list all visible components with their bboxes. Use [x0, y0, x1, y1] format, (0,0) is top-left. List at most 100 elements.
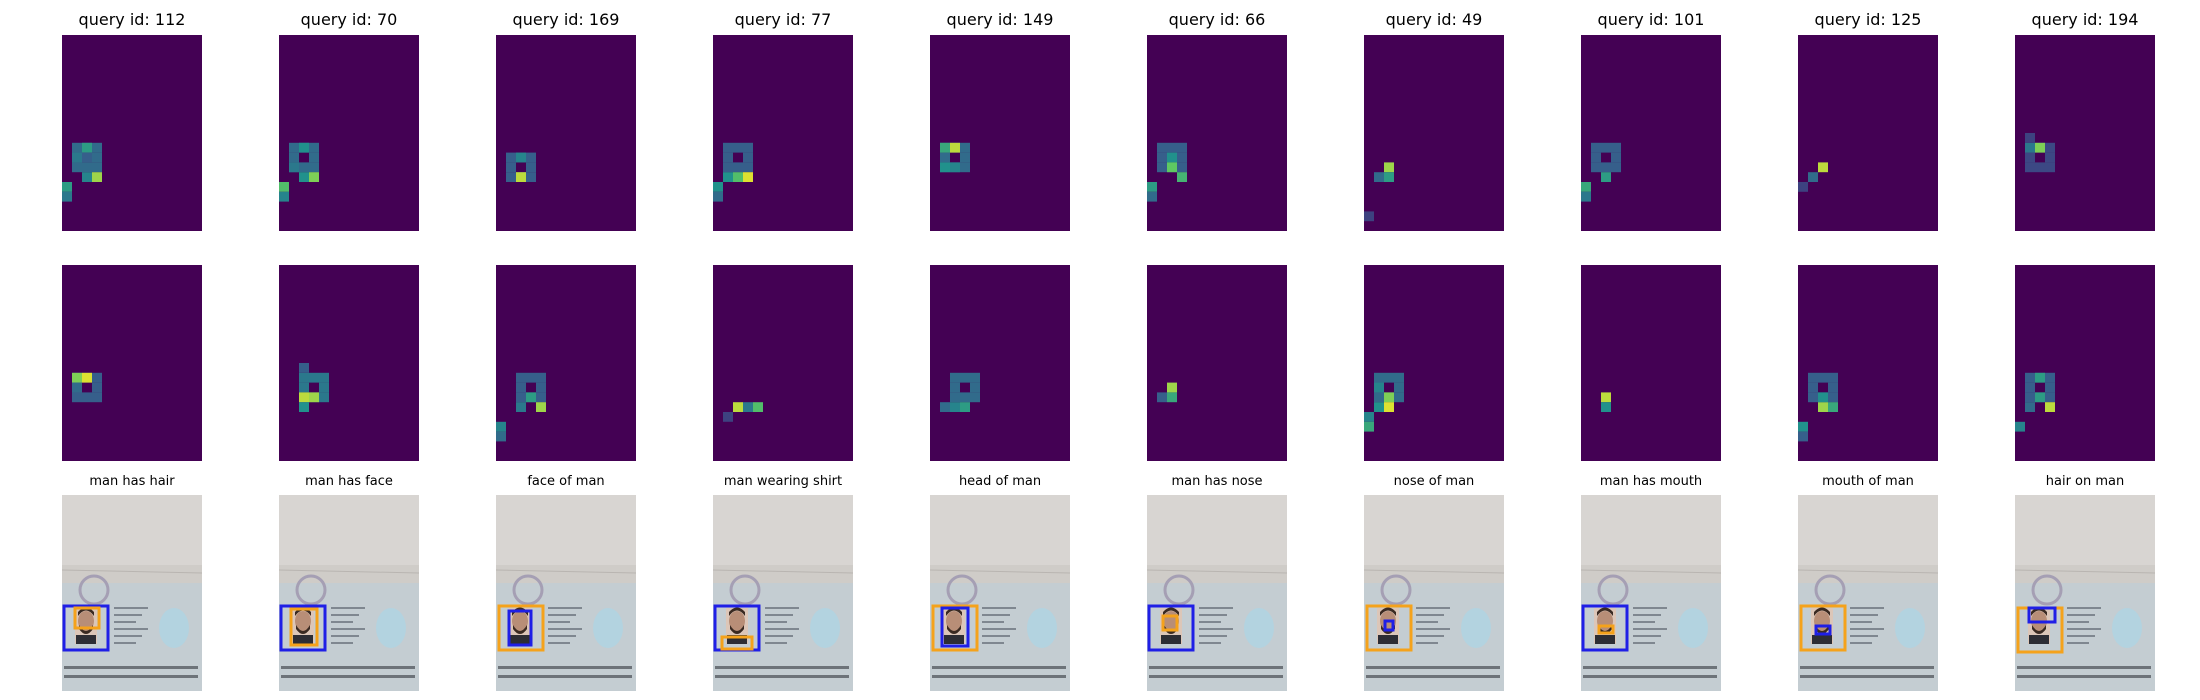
heatmap-cell [940, 162, 950, 173]
attention-map-bottom [62, 265, 202, 461]
heatmap-cell [723, 142, 733, 153]
relation-caption: man has face [305, 474, 393, 489]
heatmap-cell [1384, 402, 1394, 412]
heatmap-cell [940, 402, 950, 412]
heatmap-cell [970, 372, 980, 383]
query-column: query id: 169 face of man [496, 0, 636, 700]
heatmap-cell [309, 392, 319, 403]
heatmap-cell [82, 152, 92, 163]
heatmap-cell [2035, 392, 2045, 403]
query-title: query id: 149 [946, 10, 1054, 29]
attention-map-bottom [496, 265, 636, 461]
heatmap-cell [299, 162, 309, 173]
query-title: query id: 49 [1385, 10, 1483, 29]
heatmap-cell [1798, 431, 1808, 442]
heatmap-cell [516, 392, 526, 403]
heatmap-cell [526, 172, 536, 182]
heatmap-cell [743, 172, 753, 182]
heatmap-cell [753, 402, 763, 412]
heatmap-cell [82, 172, 92, 182]
heatmap-cell [1167, 142, 1177, 153]
heatmap-cell [1147, 191, 1157, 202]
heatmap-cell [496, 421, 506, 432]
heatmap-cell [1394, 382, 1404, 393]
relation-caption: nose of man [1393, 474, 1475, 489]
heatmap-cell [2045, 402, 2055, 412]
heatmap-cell [516, 172, 526, 182]
bounding-box-orange [1799, 604, 1847, 652]
heatmap-cell [743, 402, 753, 412]
attention-map-bottom [279, 265, 419, 461]
heatmap-cell [743, 162, 753, 173]
heatmap-cell [2025, 142, 2035, 153]
heatmap-cell [72, 162, 82, 173]
attention-map-top [713, 35, 853, 231]
heatmap-cell [309, 172, 319, 182]
heatmap-cell [733, 402, 743, 412]
heatmap-cell [960, 162, 970, 173]
heatmap-cell [1384, 172, 1394, 182]
query-column: query id: 112 man has hair [62, 0, 202, 700]
heatmap-cell [1374, 372, 1384, 383]
heatmap-cell [1157, 162, 1167, 173]
heatmap-cell [536, 402, 546, 412]
heatmap-cell [1374, 392, 1384, 403]
heatmap-cell [1798, 182, 1808, 192]
relation-caption: man wearing shirt [723, 474, 843, 489]
query-column: query id: 49 nose of man [1364, 0, 1504, 700]
attention-map-bottom [1581, 265, 1721, 461]
relation-caption: hair on man [2045, 474, 2125, 489]
bounding-box-blue [1581, 604, 1629, 652]
heatmap-cell [2025, 382, 2035, 393]
heatmap-cell [82, 392, 92, 403]
heatmap-cell [1167, 152, 1177, 163]
heatmap-cell [506, 152, 516, 163]
heatmap-cell [1157, 152, 1167, 163]
heatmap-cell [2045, 382, 2055, 393]
heatmap-cell [743, 142, 753, 153]
heatmap-cell [92, 392, 102, 403]
heatmap-cell [1374, 172, 1384, 182]
bounding-box-blue [1147, 604, 1195, 652]
attention-map-top [1364, 35, 1504, 231]
attention-map-top [62, 35, 202, 231]
heatmap-cell [1808, 172, 1818, 182]
heatmap-cell [950, 162, 960, 173]
passport-photo [1364, 495, 1504, 691]
heatmap-cell [2015, 421, 2025, 432]
heatmap-cell [516, 152, 526, 163]
heatmap-cell [289, 152, 299, 163]
heatmap-cell [1818, 392, 1828, 403]
heatmap-cell [92, 162, 102, 173]
heatmap-cell [1167, 392, 1177, 403]
heatmap-cell [289, 142, 299, 153]
heatmap-cell [970, 392, 980, 403]
query-title: query id: 194 [2031, 10, 2139, 29]
heatmap-cell [1828, 392, 1838, 403]
heatmap-cell [1611, 162, 1621, 173]
heatmap-cell [299, 382, 309, 393]
heatmap-cell [1818, 372, 1828, 383]
query-column: query id: 194 hair on man [2015, 0, 2155, 700]
heatmap-cell [2025, 402, 2035, 412]
attention-map-bottom [713, 265, 853, 461]
passport-photo [1798, 495, 1938, 691]
attention-map-bottom [930, 265, 1070, 461]
heatmap-cell [1177, 142, 1187, 153]
query-column: query id: 77 man wearing shirt [713, 0, 853, 700]
heatmap-cell [526, 152, 536, 163]
query-title: query id: 66 [1168, 10, 1266, 29]
query-column: query id: 149 head of man [930, 0, 1070, 700]
heatmap-cell [1384, 392, 1394, 403]
attention-map-top [1798, 35, 1938, 231]
heatmap-cell [1581, 191, 1591, 202]
bounding-box-orange [1597, 624, 1615, 635]
heatmap-cell [506, 162, 516, 173]
bounding-box-orange [720, 635, 754, 651]
heatmap-cell [723, 172, 733, 182]
heatmap-cell [309, 162, 319, 173]
heatmap-cell [2025, 152, 2035, 163]
heatmap-cell [72, 142, 82, 153]
bounding-box-blue [507, 609, 533, 647]
passport-photo [279, 495, 419, 691]
